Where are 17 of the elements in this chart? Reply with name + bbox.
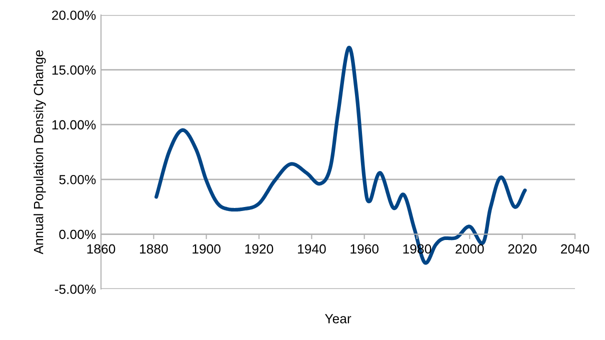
x-tick-label: 1880 (140, 244, 168, 254)
x-tick-label: 1900 (192, 244, 220, 254)
y-tick-label: -5.00% (54, 284, 96, 294)
y-tick-label: 10.00% (52, 120, 96, 130)
x-tick-label: 1940 (298, 244, 326, 254)
x-tick-label: 1960 (350, 244, 378, 254)
y-tick-label: 20.00% (52, 10, 96, 20)
y-tick-label: 5.00% (59, 174, 96, 184)
x-tick-label: 2000 (456, 244, 484, 254)
y-tick-label: 15.00% (52, 65, 96, 75)
x-tick-label: 2040 (560, 244, 590, 254)
x-axis-title: Year (324, 314, 352, 324)
y-axis-title: Annual Population Density Change (34, 50, 46, 254)
x-tick-label: 1860 (87, 244, 116, 254)
x-tick-label: 1920 (245, 244, 274, 254)
x-tick-label: 2020 (508, 244, 536, 254)
y-tick-label: 0.00% (59, 230, 96, 240)
